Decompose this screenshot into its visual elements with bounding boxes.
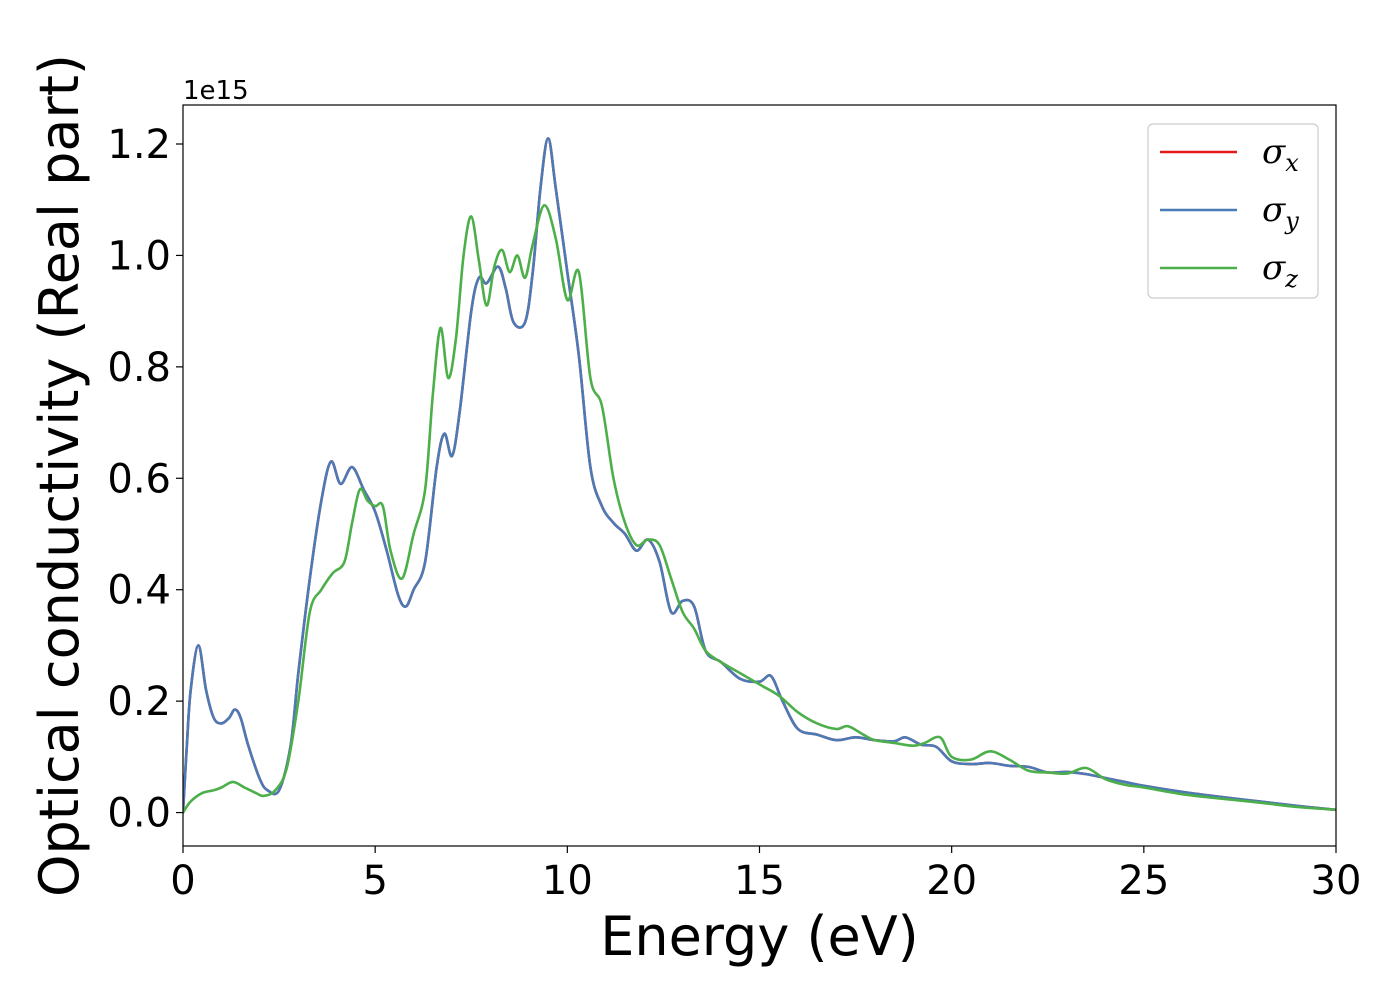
y-axis-ticks: 0.0 0.2 0.4 0.6 0.8 1.0 1.2	[107, 122, 183, 837]
y-tick-label: 0.4	[107, 568, 171, 614]
y-tick-label: 0.8	[107, 345, 171, 391]
legend-label: σy	[1262, 190, 1299, 235]
x-tick-label: 30	[1311, 858, 1362, 904]
y-tick-label: 0.0	[107, 791, 171, 837]
series-layer	[183, 137, 1336, 814]
legend-label: σz	[1262, 248, 1298, 293]
legend-item-x: σx	[1160, 132, 1299, 177]
series-line-z	[183, 203, 1336, 814]
legend-item-y: σy	[1160, 190, 1299, 235]
x-tick-label: 20	[926, 858, 977, 904]
x-tick-label: 25	[1118, 858, 1169, 904]
y-tick-label: 0.2	[107, 679, 171, 725]
series-line-y	[183, 137, 1336, 814]
legend: σx σy σz	[1147, 123, 1319, 299]
y-tick-label: 1.0	[107, 233, 171, 279]
x-tick-label: 10	[542, 858, 593, 904]
x-tick-label: 0	[170, 858, 195, 904]
y-tick-label: 1.2	[107, 122, 171, 168]
y-axis-title: Optical conductivity (Real part)	[28, 54, 91, 897]
x-axis-title: Energy (eV)	[600, 905, 919, 968]
x-axis-ticks: 0 5 10 15 20 25 30	[170, 846, 1361, 904]
x-tick-label: 5	[362, 858, 387, 904]
x-tick-label: 15	[734, 858, 785, 904]
y-axis-offset-text: 1e15	[183, 76, 249, 106]
y-tick-label: 0.6	[107, 456, 171, 502]
legend-item-z: σz	[1160, 248, 1298, 293]
legend-label: σx	[1262, 132, 1299, 177]
